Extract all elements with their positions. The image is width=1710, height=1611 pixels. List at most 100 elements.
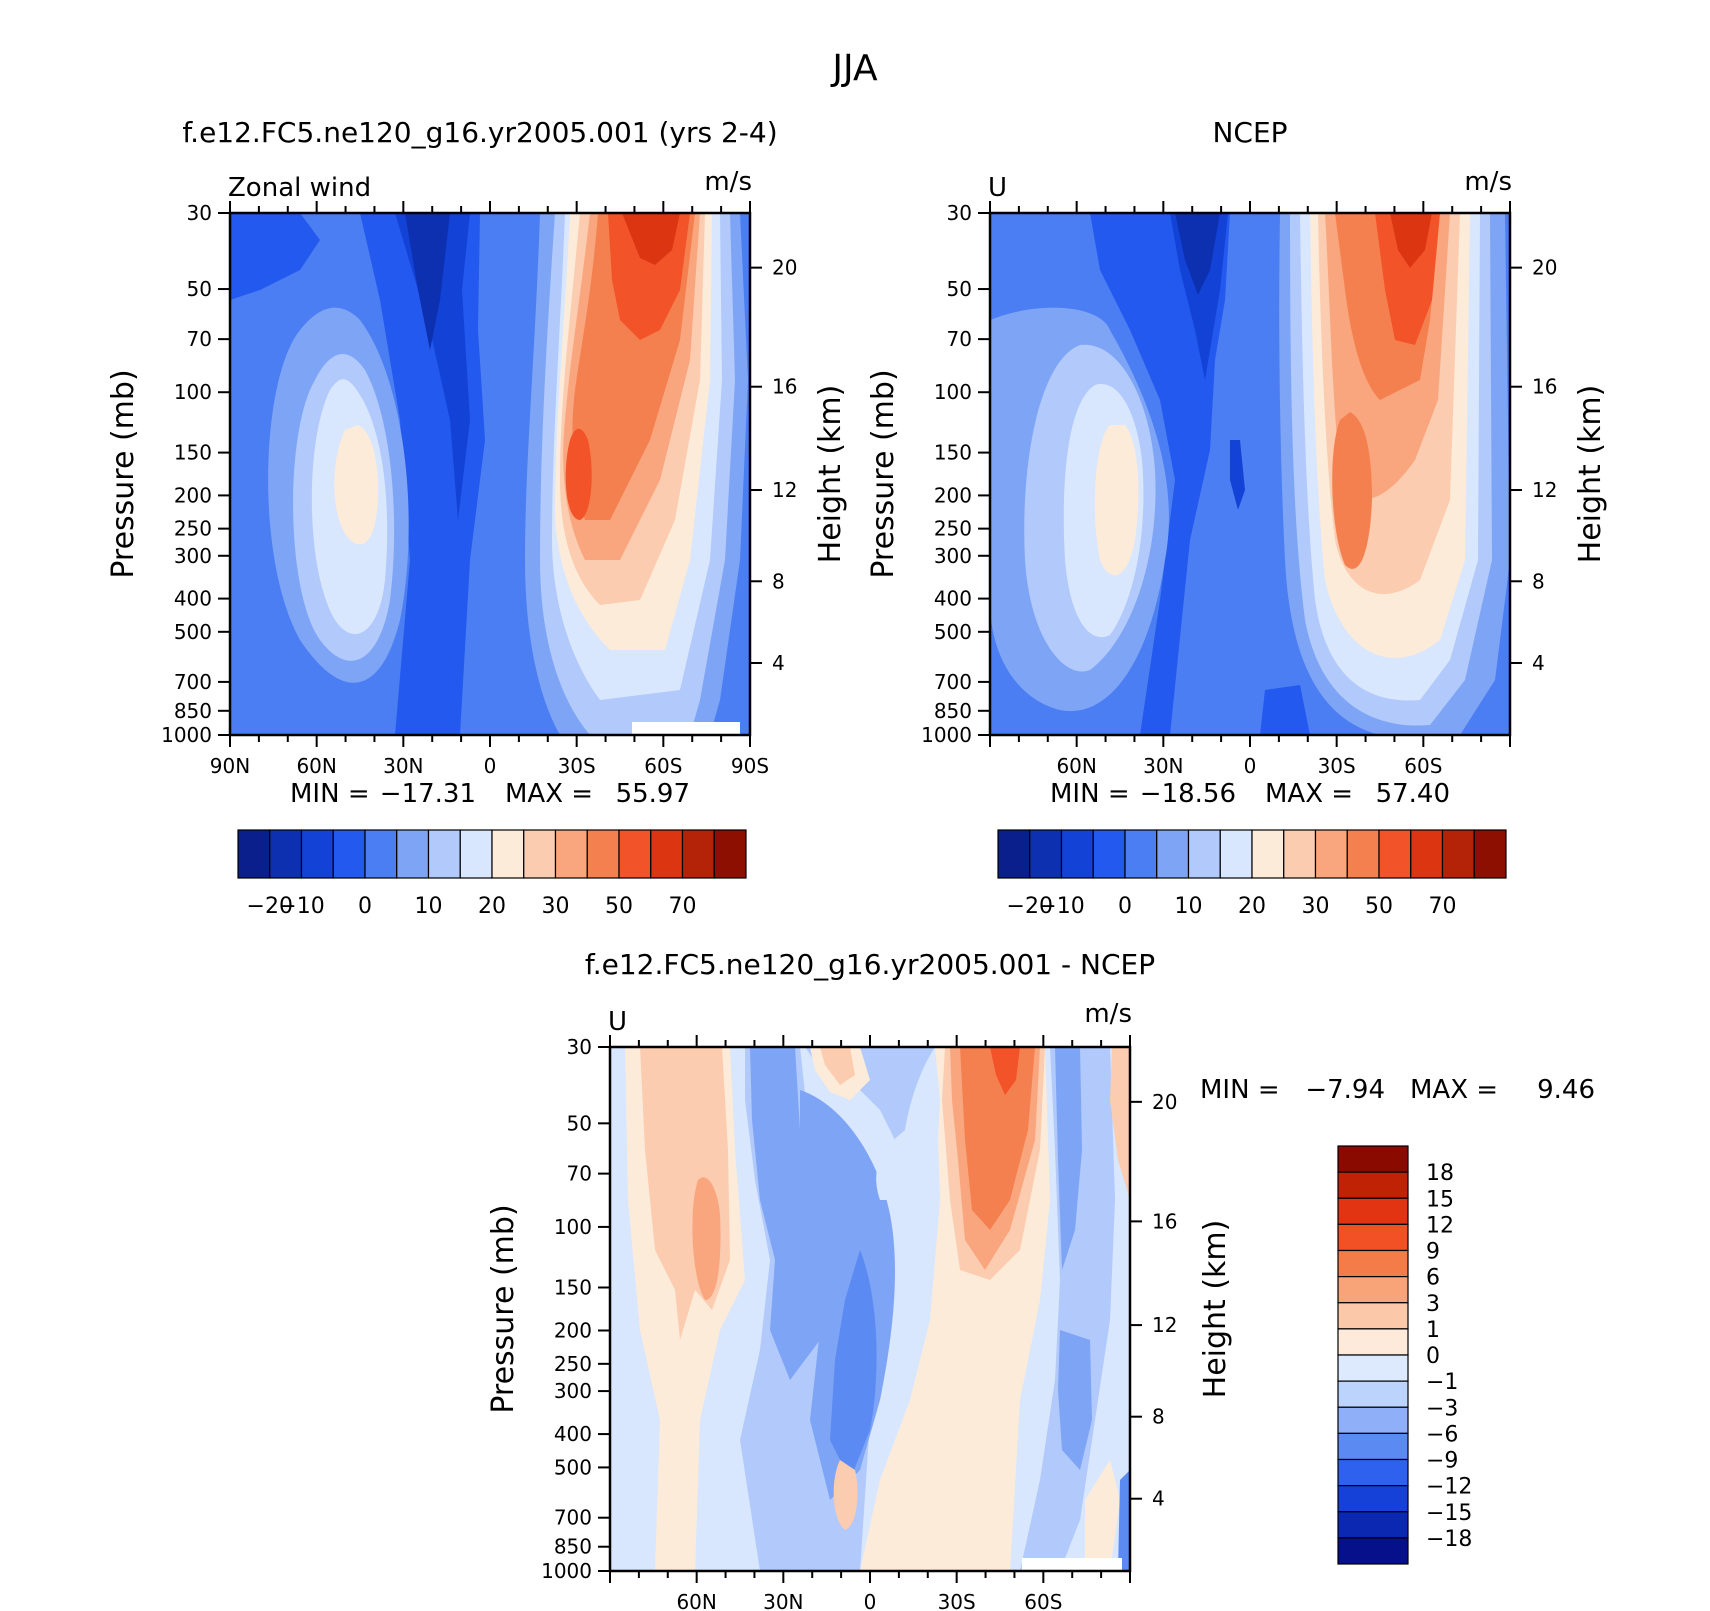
contour-fill bbox=[876, 1047, 940, 1200]
pressure-tick-label: 50 bbox=[187, 277, 212, 301]
colorbar-tick-label: −12 bbox=[1426, 1475, 1472, 1500]
colorbar-tick-label: −9 bbox=[1426, 1449, 1458, 1474]
missing-data bbox=[632, 722, 740, 735]
colorbar-tick-label: 10 bbox=[415, 894, 443, 919]
panel-model: f.e12.FC5.ne120_g16.yr2005.001 (yrs 2-4)… bbox=[106, 116, 848, 919]
height-tick-label: 16 bbox=[1532, 375, 1557, 399]
colorbar-tick-label: 70 bbox=[669, 894, 697, 919]
pressure-tick-label: 1000 bbox=[161, 723, 212, 747]
pressure-tick-label: 50 bbox=[947, 277, 972, 301]
contour-fill bbox=[1110, 1047, 1130, 1200]
pressure-tick-label: 200 bbox=[174, 483, 212, 507]
colorbar-tick-label: −20 bbox=[1007, 894, 1053, 919]
figure-title: JJA bbox=[830, 48, 878, 89]
latitude-tick-label: 0 bbox=[864, 1590, 877, 1611]
colorbar-swatch bbox=[300, 829, 334, 879]
colorbar-swatch bbox=[1337, 1197, 1409, 1225]
contour-fill bbox=[820, 1047, 855, 1085]
panel-model-max-value: 55.97 bbox=[616, 779, 690, 809]
contour-fill bbox=[1094, 425, 1139, 576]
colorbar-tick-label: −3 bbox=[1426, 1396, 1458, 1421]
height-tick-label: 12 bbox=[1532, 478, 1557, 502]
colorbar-tick-label: 0 bbox=[1118, 894, 1132, 919]
colorbar-swatch bbox=[681, 829, 715, 879]
contour-fill bbox=[334, 425, 378, 545]
panel-model-contours bbox=[230, 213, 750, 735]
colorbar-swatch bbox=[269, 829, 303, 879]
pressure-tick-label: 400 bbox=[174, 587, 212, 611]
pressure-tick-label: 400 bbox=[554, 1422, 592, 1446]
latitude-tick-label: 30S bbox=[1318, 754, 1356, 778]
colorbar-swatch bbox=[586, 829, 620, 879]
pressure-tick-label: 200 bbox=[554, 1318, 592, 1342]
height-tick-label: 12 bbox=[772, 478, 797, 502]
pressure-tick-label: 250 bbox=[174, 517, 212, 541]
latitude-tick-label: 30S bbox=[558, 754, 596, 778]
colorbar-swatch bbox=[396, 829, 430, 879]
pressure-tick-label: 1000 bbox=[541, 1559, 592, 1583]
contour-fill bbox=[1230, 440, 1245, 510]
height-tick-label: 8 bbox=[1152, 1405, 1165, 1429]
colorbar-swatch bbox=[1378, 829, 1412, 879]
panel-diff-min-value: −7.94 bbox=[1305, 1075, 1385, 1105]
contour-fill bbox=[230, 213, 320, 300]
contour-fill bbox=[830, 1250, 877, 1480]
colorbar-swatch bbox=[1337, 1276, 1409, 1304]
panel-obs-left-label: U bbox=[988, 173, 1007, 203]
panel-model-y2label: Height (km) bbox=[813, 385, 848, 564]
contour-fill bbox=[1085, 1460, 1120, 1571]
height-tick-label: 8 bbox=[772, 569, 785, 593]
pressure-tick-label: 250 bbox=[934, 517, 972, 541]
panel-obs-units: m/s bbox=[1464, 167, 1512, 197]
panel-model-left-label: Zonal wind bbox=[228, 173, 371, 203]
colorbar-swatch bbox=[1219, 829, 1253, 879]
colorbar-swatch bbox=[1337, 1145, 1409, 1173]
colorbar-swatch bbox=[237, 829, 271, 879]
colorbar-tick-label: 30 bbox=[1302, 894, 1330, 919]
pressure-tick-label: 30 bbox=[947, 201, 972, 225]
height-tick-label: 20 bbox=[1532, 256, 1557, 280]
colorbar-tick-label: 50 bbox=[605, 894, 633, 919]
latitude-tick-label: 0 bbox=[1244, 754, 1257, 778]
colorbar-swatch bbox=[713, 829, 747, 879]
colorbar-swatch bbox=[364, 829, 398, 879]
contour-fill bbox=[692, 1177, 721, 1300]
colorbar-tick-label: 1 bbox=[1426, 1318, 1440, 1343]
contour-fill bbox=[833, 1460, 858, 1530]
pressure-tick-label: 850 bbox=[554, 1535, 592, 1559]
contour-fill bbox=[622, 213, 680, 265]
height-tick-label: 16 bbox=[772, 375, 797, 399]
colorbar-swatch bbox=[1410, 829, 1444, 879]
panel-obs-contours bbox=[990, 213, 1510, 735]
height-tick-label: 4 bbox=[1152, 1487, 1165, 1511]
contour-fill bbox=[1332, 412, 1372, 569]
panel-obs-min-label: MIN = bbox=[1050, 779, 1130, 809]
contour-fill bbox=[1175, 213, 1220, 295]
panel-obs-y2label: Height (km) bbox=[1573, 385, 1608, 564]
contour-fill bbox=[1058, 1330, 1092, 1470]
colorbar-swatch bbox=[1314, 829, 1348, 879]
colorbar-swatch bbox=[1337, 1537, 1409, 1565]
colorbar-swatch bbox=[1337, 1354, 1409, 1382]
height-tick-label: 16 bbox=[1152, 1209, 1177, 1233]
pressure-tick-label: 250 bbox=[554, 1352, 592, 1376]
panel-diff-ylabel: Pressure (mb) bbox=[486, 1204, 521, 1413]
colorbar-tick-label: 9 bbox=[1426, 1240, 1440, 1265]
colorbar-swatch bbox=[1337, 1432, 1409, 1461]
pressure-tick-label: 150 bbox=[934, 441, 972, 465]
contour-fill bbox=[1260, 685, 1310, 735]
pressure-tick-label: 70 bbox=[567, 1162, 592, 1186]
colorbar-tick-label: −15 bbox=[1426, 1501, 1472, 1526]
panel-obs-ylabel: Pressure (mb) bbox=[866, 369, 901, 578]
pressure-tick-label: 30 bbox=[567, 1035, 592, 1059]
colorbar-swatch bbox=[997, 829, 1031, 879]
height-tick-label: 12 bbox=[1152, 1313, 1177, 1337]
colorbar-tick-label: −20 bbox=[247, 894, 293, 919]
latitude-tick-label: 30N bbox=[383, 754, 423, 778]
colorbar-tick-label: 15 bbox=[1426, 1187, 1454, 1212]
colorbar-swatch bbox=[1337, 1302, 1409, 1330]
contour-fill bbox=[960, 1047, 1035, 1230]
height-tick-label: 4 bbox=[772, 651, 785, 675]
latitude-tick-label: 30N bbox=[763, 1590, 803, 1611]
